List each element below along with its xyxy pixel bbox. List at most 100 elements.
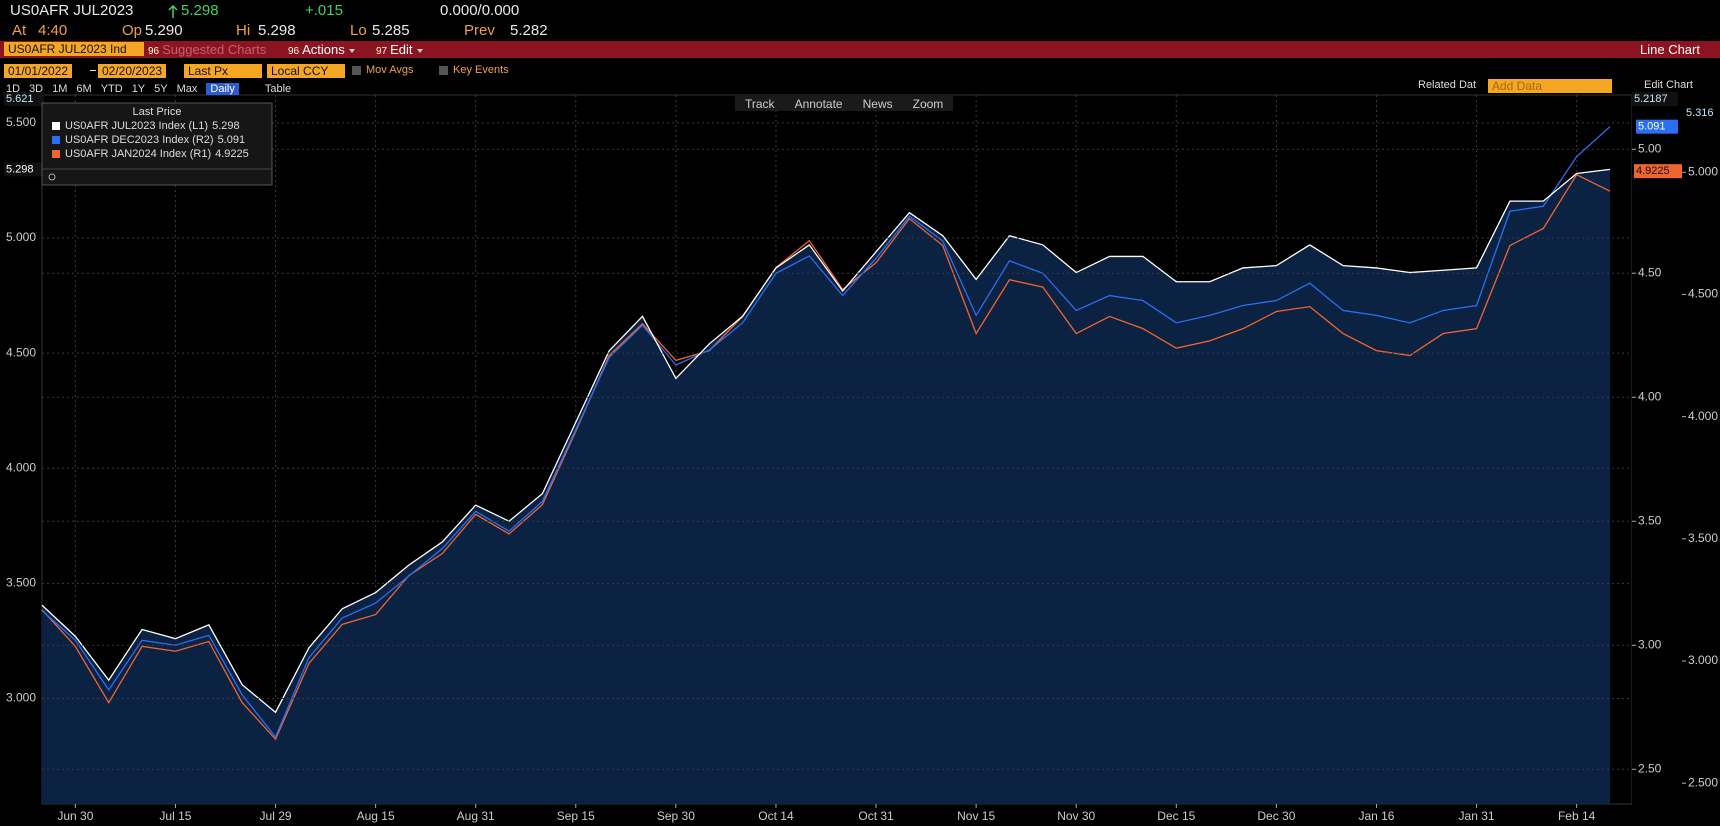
last-value: 5.091 <box>1638 121 1666 133</box>
legend-swatch <box>52 122 60 130</box>
axis-max: 5.316 <box>1686 107 1714 119</box>
y-tick-label: 5.500 <box>6 115 36 129</box>
axis-max: 5.2187 <box>1634 93 1668 105</box>
y-tick-label: 5.00 <box>1638 141 1662 155</box>
start-date[interactable]: 01/01/2022 <box>4 64 73 78</box>
legend-title: Last Price <box>133 106 182 118</box>
x-tick-label: Jan 31 <box>1459 809 1495 823</box>
label: Edit <box>390 42 413 57</box>
security-field[interactable]: US0AFR JUL2023 Ind <box>4 42 144 56</box>
period-button[interactable]: 1Y <box>131 83 146 95</box>
prev-label: Prev <box>464 22 495 39</box>
suggested-charts[interactable]: 96 Suggested Charts <box>148 42 266 57</box>
legend-name: US0AFR JUL2023 Index (L1) <box>65 120 208 132</box>
time: 4:40 <box>38 22 68 39</box>
period-button[interactable]: YTD <box>100 83 123 95</box>
x-tick-label: Sep 30 <box>657 809 695 823</box>
legend-value: 5.091 <box>218 134 246 146</box>
last-price: 5.298 <box>181 2 219 19</box>
label: Suggested Charts <box>162 42 267 57</box>
y-tick-label: 3.000 <box>6 691 36 705</box>
y-tick-label: 4.000 <box>1688 409 1718 423</box>
edit-menu[interactable]: 97 Edit <box>376 42 423 57</box>
y-tick-label: 4.50 <box>1638 265 1662 279</box>
chart-tools: Track Annotate News Zoom <box>735 95 954 111</box>
legend-name: US0AFR DEC2023 Index (R2) <box>65 134 214 146</box>
last-value-box <box>1636 119 1678 134</box>
label: Actions <box>302 42 345 57</box>
period-button[interactable]: Max <box>176 83 198 95</box>
x-tick-label: Feb 14 <box>1558 809 1596 823</box>
mov-avgs[interactable]: Mov Avgs <box>366 64 414 76</box>
period-button[interactable]: 6M <box>76 83 92 95</box>
actions-menu[interactable]: 96 Actions <box>288 42 355 57</box>
key-events[interactable]: Key Events <box>453 64 509 76</box>
period-button[interactable]: 5Y <box>154 83 168 95</box>
change: +.015 <box>305 2 343 19</box>
axis-max-box <box>1632 92 1678 106</box>
line <box>41 173 1611 741</box>
edit-chart[interactable]: Edit Chart <box>1644 79 1693 91</box>
checkbox[interactable] <box>352 66 361 75</box>
legend-entry: US0AFR DEC2023 Index (R2) 5.091 <box>65 134 245 146</box>
legend-swatch <box>52 136 60 144</box>
legend-value: 4.9225 <box>215 148 249 160</box>
y-tick-label: 4.000 <box>6 460 36 474</box>
period-button[interactable]: 1M <box>52 83 68 95</box>
high: 5.298 <box>258 22 296 39</box>
x-tick-label: Dec 15 <box>1157 809 1195 823</box>
tool-button[interactable]: Annotate <box>794 97 843 111</box>
legend-entry: US0AFR JAN2024 Index (R1) 4.9225 <box>65 148 249 160</box>
x-tick-label: Oct 31 <box>858 809 894 823</box>
open-label: Op <box>122 22 143 39</box>
x-tick-label: Oct 14 <box>758 809 794 823</box>
field-select[interactable]: Last Px <box>184 64 262 78</box>
y-tick-label: 5.000 <box>6 230 36 244</box>
last-value-box <box>1634 164 1682 179</box>
legend-entry: US0AFR JUL2023 Index (L1) 5.298 <box>65 120 240 132</box>
code: 97 <box>376 46 388 57</box>
frequency-select[interactable]: Daily <box>206 83 239 95</box>
up-arrow <box>168 5 178 18</box>
ticker: US0AFR JUL2023 <box>10 2 134 19</box>
end-date[interactable]: 02/20/2023 <box>98 64 167 78</box>
settings-icon <box>48 173 56 181</box>
tool-button[interactable]: Zoom <box>912 97 944 111</box>
currency-select[interactable]: Local CCY <box>267 64 345 78</box>
x-tick-label: Jul 15 <box>159 809 191 823</box>
low-label: Lo <box>350 22 367 39</box>
high-label: Hi <box>236 22 251 39</box>
line <box>41 168 1611 714</box>
tool-button[interactable]: News <box>862 97 893 111</box>
last-value: 5.298 <box>6 163 34 175</box>
axis-panel <box>1632 95 1720 804</box>
y-tick-label: 4.00 <box>1638 389 1662 403</box>
x-tick-label: Nov 15 <box>957 809 995 823</box>
x-tick-label: Aug 31 <box>457 809 495 823</box>
axis-max-box <box>1684 106 1720 120</box>
time-label: At <box>12 22 27 39</box>
tool-button[interactable]: Track <box>745 97 775 111</box>
code: 96 <box>148 46 160 57</box>
add-data-field[interactable]: Add Data <box>1488 79 1612 93</box>
period-bar: 1D 3D 1M 6M YTD 1Y 5Y Max Daily Table <box>6 79 292 95</box>
table-button[interactable]: Table <box>264 83 292 95</box>
y-tick-label: 2.500 <box>1688 775 1718 789</box>
legend-value: 5.298 <box>212 120 240 132</box>
open: 5.290 <box>145 22 183 39</box>
y-tick-label: 5.000 <box>1688 164 1718 178</box>
related-data[interactable]: Related Dat <box>1418 79 1477 91</box>
y-tick-label: 3.00 <box>1638 637 1662 651</box>
x-tick-label: Sep 15 <box>557 809 595 823</box>
legend-swatch <box>52 150 60 158</box>
y-tick-label: 2.50 <box>1638 761 1662 775</box>
axis-max: 5.621 <box>6 93 34 105</box>
checkbox[interactable] <box>439 66 448 75</box>
y-tick-label: 3.50 <box>1638 513 1662 527</box>
y-tick-label: 4.500 <box>1688 287 1718 301</box>
legend-box <box>41 102 273 186</box>
y-tick-label: 3.500 <box>6 576 36 590</box>
period-button[interactable]: 3D <box>29 83 44 95</box>
period-button[interactable]: 1D <box>6 83 21 95</box>
